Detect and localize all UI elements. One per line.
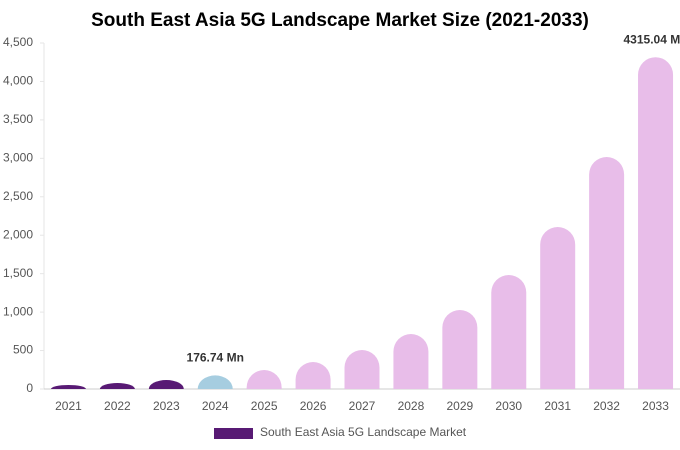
y-tick-label: 1,500 xyxy=(3,266,33,280)
x-tick-label: 2030 xyxy=(495,399,522,413)
y-tick-label: 4,000 xyxy=(3,74,33,88)
x-tick-label: 2025 xyxy=(251,399,278,413)
chart-title: South East Asia 5G Landscape Market Size… xyxy=(91,10,589,31)
x-tick-label: 2022 xyxy=(104,399,131,413)
x-tick-label: 2023 xyxy=(153,399,180,413)
x-tick-label: 2028 xyxy=(398,399,425,413)
bar xyxy=(295,362,331,389)
x-tick-label: 2021 xyxy=(55,399,82,413)
y-tick-label: 0 xyxy=(26,381,33,395)
x-tick-label: 2024 xyxy=(202,399,229,413)
bar xyxy=(638,57,674,389)
x-tick-label: 2031 xyxy=(544,399,571,413)
bar xyxy=(148,380,184,389)
bar xyxy=(197,375,233,389)
bar xyxy=(540,226,576,389)
y-tick-label: 2,000 xyxy=(3,227,33,241)
bar xyxy=(393,334,429,389)
x-tick-label: 2032 xyxy=(593,399,620,413)
x-tick-label: 2027 xyxy=(349,399,376,413)
bar xyxy=(491,275,527,389)
legend-swatch xyxy=(214,428,253,439)
bar xyxy=(442,310,478,389)
bar xyxy=(344,350,380,389)
y-tick-label: 500 xyxy=(13,343,33,357)
y-tick-label: 3,000 xyxy=(3,151,33,165)
bar xyxy=(246,370,282,389)
data-label: 4315.04 Mn xyxy=(624,32,680,46)
bar xyxy=(99,383,135,389)
y-tick-label: 3,500 xyxy=(3,112,33,126)
y-tick-label: 1,000 xyxy=(3,304,33,318)
legend-label: South East Asia 5G Landscape Market xyxy=(260,425,467,439)
bar xyxy=(50,385,86,389)
x-tick-label: 2033 xyxy=(642,399,669,413)
data-label: 176.74 Mn xyxy=(187,351,244,365)
x-tick-label: 2026 xyxy=(300,399,327,413)
bar xyxy=(589,157,625,389)
y-tick-label: 2,500 xyxy=(3,189,33,203)
x-tick-label: 2029 xyxy=(446,399,473,413)
y-tick-label: 4,500 xyxy=(3,35,33,49)
